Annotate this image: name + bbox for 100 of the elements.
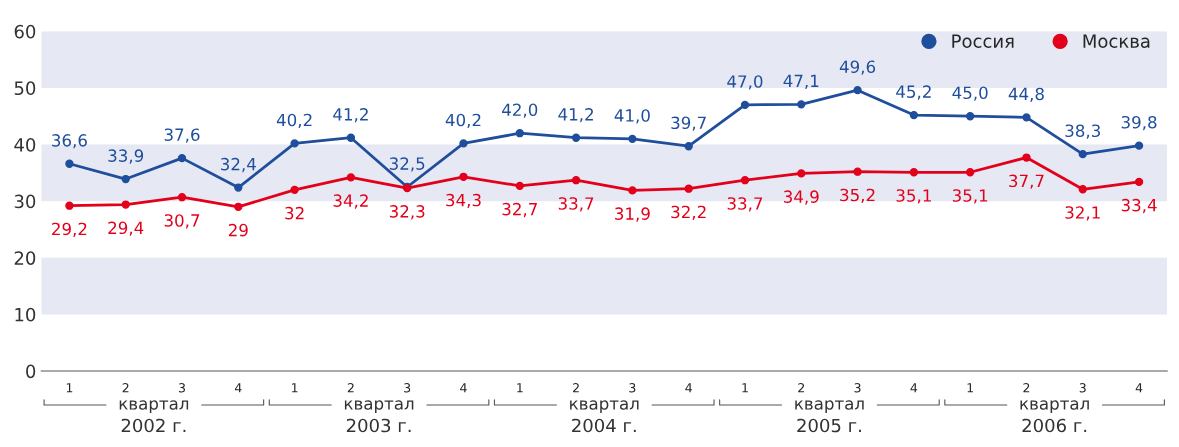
point <box>121 174 130 184</box>
point <box>65 201 74 210</box>
data-label: 32,7 <box>502 202 537 218</box>
text: квартал <box>570 400 639 414</box>
legend-label: Россия <box>952 34 1014 48</box>
point <box>909 168 919 177</box>
x-tick-label: 4 <box>234 383 242 393</box>
x-tick-label: 3 <box>1079 383 1086 393</box>
point <box>853 86 862 95</box>
x-tick-label: 2 <box>1023 383 1030 393</box>
y-tick-label: 30 <box>14 194 36 209</box>
point <box>853 167 862 176</box>
point <box>628 134 637 144</box>
data-label: 32,2 <box>671 205 706 220</box>
data-label: 31,9 <box>615 207 650 222</box>
x-tick-label: 2 <box>122 383 129 393</box>
x-tick-label: 4 <box>460 383 467 393</box>
data-label: 39,8 <box>1121 115 1157 131</box>
data-label: 47,0 <box>727 75 763 90</box>
point <box>1134 141 1144 150</box>
data-label: 34,2 <box>333 194 368 209</box>
point <box>740 176 750 185</box>
data-label: 29,2 <box>52 222 87 237</box>
text: 2003 г. <box>346 418 411 433</box>
data-label: 37,7 <box>1009 174 1044 189</box>
point <box>966 112 975 121</box>
text: 2002 г. <box>121 418 186 433</box>
x-tick-label: 3 <box>404 383 411 393</box>
point <box>177 193 187 202</box>
text: 2004 г. <box>572 418 636 433</box>
data-label: 40,2 <box>276 113 312 128</box>
text: 2005 г. <box>797 418 861 433</box>
data-label: 49,6 <box>839 60 876 75</box>
data-label: 32,1 <box>1065 206 1100 221</box>
x-tick-label: 4 <box>1135 383 1143 393</box>
x-tick-label: 2 <box>798 383 804 393</box>
x-tick-label: 1 <box>292 383 298 393</box>
point <box>346 133 356 142</box>
point <box>966 168 975 177</box>
point <box>1078 185 1087 194</box>
data-label: 35,1 <box>952 189 988 204</box>
data-label: 41,2 <box>333 108 368 123</box>
data-label: 33,4 <box>1121 198 1157 214</box>
data-label: 35,1 <box>896 189 931 204</box>
data-label: 35,2 <box>840 188 875 203</box>
data-label: 32,5 <box>389 157 425 172</box>
data-label: 41,0 <box>614 109 650 124</box>
point <box>684 142 693 151</box>
x-tick-label: 1 <box>66 383 73 393</box>
x-tick-label: 2 <box>573 383 579 393</box>
point <box>1022 113 1031 122</box>
data-label: 45,0 <box>952 86 988 101</box>
x-tick-label: 1 <box>517 383 523 393</box>
point <box>234 183 243 192</box>
data-label: 29,4 <box>108 221 144 236</box>
data-label: 39,7 <box>671 116 706 131</box>
point <box>65 159 74 168</box>
legend-label: Москва <box>1083 34 1150 48</box>
point <box>684 184 693 193</box>
point <box>628 186 637 195</box>
point <box>121 200 130 209</box>
point <box>177 153 187 163</box>
point <box>346 173 356 182</box>
text: квартал <box>119 400 189 414</box>
y-tick-label: 10 <box>15 307 36 322</box>
point <box>740 100 750 110</box>
data-label: 32,4 <box>221 157 256 173</box>
data-label: 42,0 <box>502 103 538 118</box>
point <box>459 172 468 181</box>
data-label: 44,8 <box>1008 87 1044 102</box>
data-label: 47,1 <box>783 74 819 89</box>
point <box>515 129 524 138</box>
point <box>1134 177 1144 187</box>
x-tick-label: 2 <box>347 383 354 393</box>
data-label: 30,7 <box>164 214 200 229</box>
point <box>797 100 806 109</box>
data-label: 37,6 <box>164 128 200 143</box>
point <box>909 110 919 120</box>
data-label: 32 <box>285 206 304 220</box>
data-label: 29 <box>228 223 248 237</box>
point <box>459 139 468 148</box>
x-tick-label: 4 <box>685 383 692 393</box>
data-label: 36,6 <box>52 134 87 149</box>
point <box>234 202 243 211</box>
data-label: 40,2 <box>445 113 481 128</box>
x-tick-label: 3 <box>629 383 636 393</box>
y-tick-label: 20 <box>14 251 36 265</box>
text: квартал <box>1020 400 1089 414</box>
point <box>290 185 299 194</box>
data-label: 34,9 <box>783 190 819 205</box>
text: квартал <box>344 400 414 414</box>
data-label: 33,7 <box>727 197 763 212</box>
data-label: 45,2 <box>896 85 931 100</box>
data-label: 34,3 <box>446 193 481 209</box>
y-tick-label: 50 <box>14 81 36 96</box>
data-label: 32,3 <box>389 205 425 220</box>
point <box>571 133 581 142</box>
x-tick-label: 3 <box>178 383 185 393</box>
data-label: 33,9 <box>108 149 144 164</box>
y-tick-label: 40 <box>14 137 36 152</box>
